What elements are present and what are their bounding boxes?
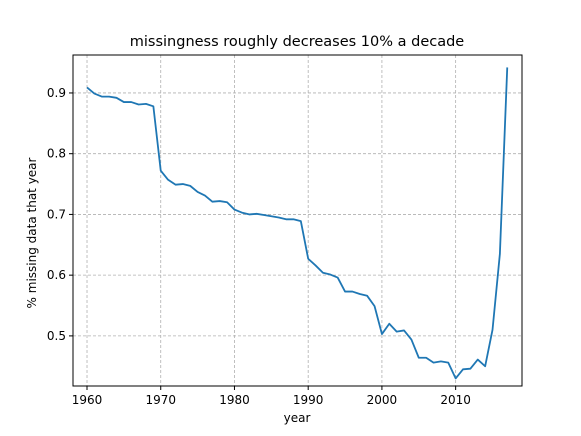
x-tick-label: 1990 (293, 393, 324, 407)
chart-title: missingness roughly decreases 10% a deca… (130, 34, 465, 50)
x-axis-label: year (284, 411, 311, 425)
axis-ticks: 1960 1970 1980 1990 2000 2010 0.5 0.6 0.7 0.8 0.9 (47, 86, 471, 407)
y-tick-label: 0.6 (47, 268, 66, 282)
y-tick-label: 0.7 (47, 207, 66, 221)
x-tick-label: 2000 (367, 393, 398, 407)
x-tick-label: 2010 (440, 393, 471, 407)
y-tick-label: 0.9 (47, 86, 66, 100)
x-tick-label: 1970 (145, 393, 176, 407)
x-tick-label: 1960 (72, 393, 103, 407)
y-axis-label: % missing data that year (25, 157, 39, 308)
series-line (86, 67, 509, 380)
y-tick-label: 0.5 (47, 329, 66, 343)
x-tick-label: 1980 (219, 393, 250, 407)
y-tick-label: 0.8 (47, 147, 66, 161)
plot-frame (72, 54, 523, 387)
grid-lines (73, 55, 522, 386)
